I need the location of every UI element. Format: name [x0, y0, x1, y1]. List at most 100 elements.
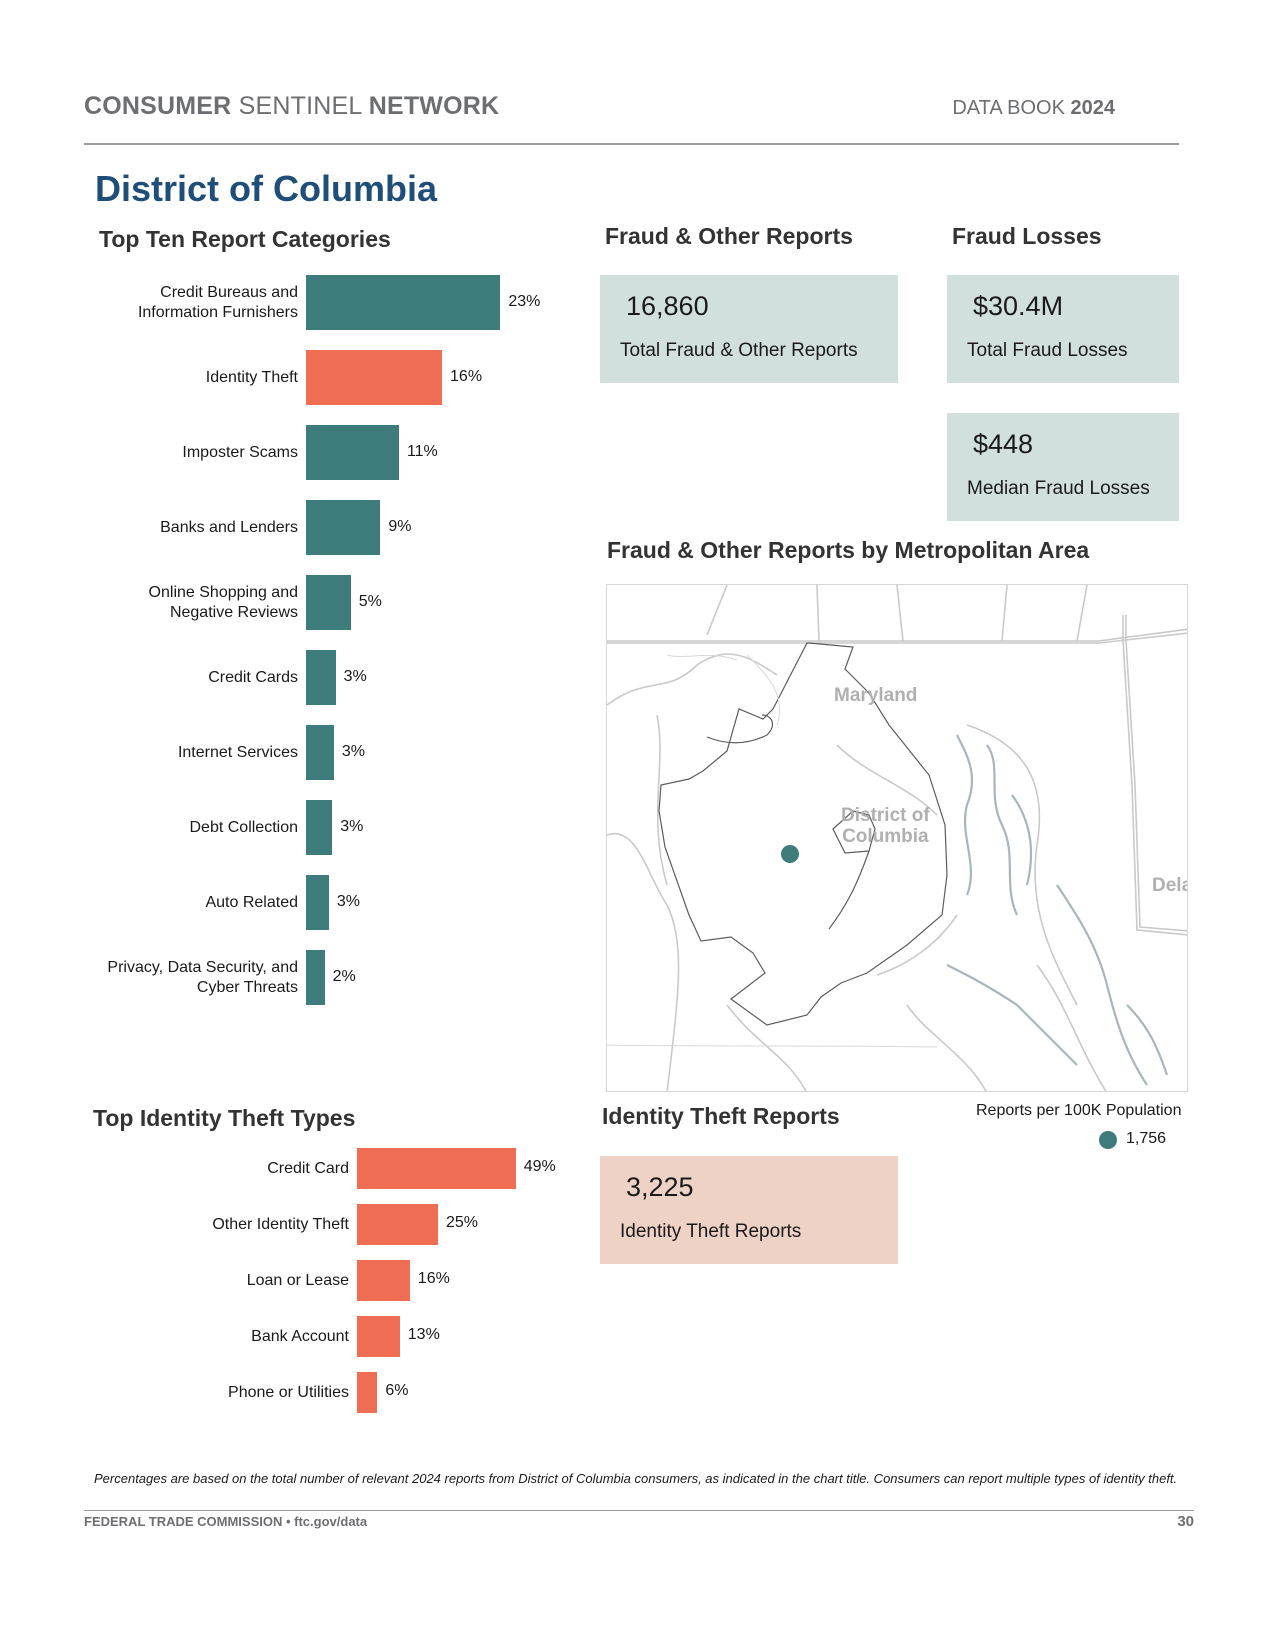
bar-label-line: Privacy, Data Security, and [107, 958, 298, 976]
median-losses-label: Median Fraud Losses [967, 478, 1150, 499]
bar-label-line: Cyber Threats [196, 978, 298, 996]
bar[interactable] [306, 875, 329, 930]
bar-label-line: Information Furnishers [137, 303, 298, 321]
bar-label-line: Other Identity Theft [212, 1215, 349, 1233]
bar-label-line: Identity Theft [205, 368, 298, 386]
brand-consumer: CONSUMER [84, 92, 232, 120]
total-reports-value: 16,860 [626, 291, 709, 321]
bar[interactable] [306, 725, 334, 780]
identity-reports-value: 3,225 [626, 1172, 694, 1202]
identity-reports-title: Identity Theft Reports [602, 1103, 840, 1129]
bar-label: Privacy, Data Security, and Cyber Threats [107, 958, 298, 998]
bar-value-label: 23% [508, 293, 541, 310]
bar-value-label: 13% [407, 1326, 440, 1343]
bar-label-line: Credit Bureaus and [160, 283, 298, 301]
bar-label-line: Bank Account [251, 1327, 349, 1345]
bar-label-line: Internet Services [177, 743, 298, 761]
map-legend-value: 1,756 [1126, 1130, 1167, 1147]
bar-value-label: 16% [417, 1270, 450, 1287]
total-reports-label: Total Fraud & Other Reports [620, 340, 858, 361]
map-label-dc-line1: District of [841, 805, 930, 826]
bar[interactable] [306, 800, 333, 855]
top-ten-title: Top Ten Report Categories [99, 226, 391, 252]
bar-label: Internet Services [178, 743, 298, 763]
bar[interactable] [306, 950, 325, 1005]
bar-label-line: Loan or Lease [246, 1271, 349, 1289]
report-brand: CONSUMER SENTINEL NETWORK [84, 92, 499, 121]
brand-network: NETWORK [368, 92, 500, 120]
bar-label-line: Phone or Utilities [228, 1383, 349, 1401]
bar[interactable] [306, 650, 336, 705]
map-label-dc-line2: Columbia [842, 826, 929, 847]
map-title: Fraud & Other Reports by Metropolitan Ar… [607, 537, 1090, 563]
total-losses-label: Total Fraud Losses [967, 340, 1128, 361]
identity-types-title: Top Identity Theft Types [93, 1105, 356, 1131]
bar[interactable] [306, 275, 501, 330]
bar-label: Auto Related [205, 893, 298, 913]
bar[interactable] [306, 425, 399, 480]
bar-label: Loan or Lease [247, 1271, 349, 1291]
metro-area-dot[interactable] [781, 845, 799, 863]
bar[interactable] [357, 1260, 410, 1301]
map-label-delaware: Dela [1152, 875, 1187, 896]
book-year: 2024 [1070, 97, 1116, 119]
bar-label: Phone or Utilities [228, 1383, 349, 1403]
header-divider [84, 143, 1179, 145]
bar-label: Credit Cards [208, 668, 298, 688]
bar[interactable] [306, 575, 351, 630]
median-losses-card: $448 Median Fraud Losses [947, 413, 1179, 521]
identity-reports-card: 3,225 Identity Theft Reports [600, 1156, 898, 1264]
identity-reports-label: Identity Theft Reports [620, 1221, 802, 1242]
footnote: Percentages are based on the total numbe… [94, 1471, 1178, 1486]
bar-value-label: 2% [332, 968, 356, 985]
bar[interactable] [357, 1316, 400, 1357]
bar-value-label: 11% [406, 443, 438, 460]
bar[interactable] [306, 500, 381, 555]
bar-label: Online Shopping and Negative Reviews [149, 583, 298, 623]
footer-divider [84, 1510, 1194, 1511]
bar-label: Identity Theft [206, 368, 298, 388]
total-losses-value: $30.4M [973, 291, 1064, 321]
bar-value-label: 16% [450, 368, 483, 385]
bar-label-line: Debt Collection [189, 818, 299, 836]
data-book-label: DATA BOOK 2024 [952, 97, 1115, 120]
bar-label-line: Credit Cards [208, 668, 298, 686]
bar-label: Debt Collection [190, 818, 299, 838]
bar[interactable] [357, 1204, 438, 1245]
map-label-dc: District of Columbia [841, 805, 930, 847]
bar-value-label: 6% [385, 1382, 409, 1399]
total-losses-card: $30.4M Total Fraud Losses [947, 275, 1179, 383]
bar-label: Credit Card [267, 1159, 349, 1179]
median-losses-value: $448 [973, 429, 1034, 459]
bar-label-line: Negative Reviews [169, 603, 298, 621]
bar[interactable] [357, 1372, 378, 1413]
bar-label: Bank Account [251, 1327, 349, 1347]
fraud-reports-title: Fraud & Other Reports [605, 223, 853, 249]
bar-label: Imposter Scams [182, 443, 298, 463]
map-legend-title: Reports per 100K Population [976, 1102, 1182, 1119]
page-number: 30 [1177, 1513, 1194, 1530]
brand-sentinel: SENTINEL [238, 92, 362, 120]
bar[interactable] [306, 350, 443, 405]
bar-label: Other Identity Theft [212, 1215, 349, 1235]
bar-label-line: Credit Card [267, 1159, 349, 1177]
footer-source: FEDERAL TRADE COMMISSION • ftc.gov/data [84, 1514, 368, 1529]
bar-value-label: 3% [336, 893, 360, 910]
bar-label-line: Imposter Scams [182, 443, 298, 461]
map-legend-dot-icon [1099, 1131, 1117, 1149]
bar-label: Credit Bureaus and Information Furnishers [138, 283, 298, 323]
bar-label-line: Online Shopping and [148, 583, 298, 601]
map-basemap [607, 585, 1187, 1091]
bar[interactable] [357, 1148, 516, 1189]
fraud-losses-title: Fraud Losses [952, 223, 1102, 249]
total-reports-card: 16,860 Total Fraud & Other Reports [600, 275, 898, 383]
bar-value-label: 25% [446, 1214, 479, 1231]
bar-value-label: 9% [388, 518, 412, 535]
bar-label: Banks and Lenders [160, 518, 298, 538]
bar-label-line: Banks and Lenders [160, 518, 298, 536]
bar-value-label: 3% [340, 818, 364, 835]
page-title: District of Columbia [95, 168, 438, 209]
metro-area-map[interactable]: Maryland District of Columbia Dela [606, 584, 1188, 1092]
bar-label-line: Auto Related [205, 893, 298, 911]
bar-value-label: 5% [358, 593, 382, 610]
